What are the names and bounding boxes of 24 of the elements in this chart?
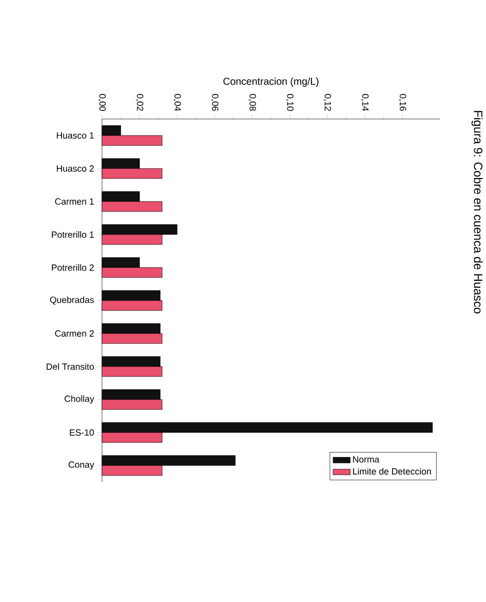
x-tick-label: 0,16 — [398, 94, 406, 111]
legend-label: Norma — [353, 456, 380, 463]
y-tick-label: ES-10 — [70, 429, 94, 436]
x-tick-label: 0,12 — [324, 94, 332, 111]
y-tick-label: Potrerillo 1 — [52, 231, 94, 238]
y-tick-label: Huasco 2 — [56, 165, 94, 172]
y-tick-label: Carmen 1 — [55, 198, 94, 205]
legend-label: Limite de Deteccion — [353, 468, 431, 475]
x-tick-label: 0,02 — [136, 94, 144, 111]
y-tick-label: Potrerillo 2 — [52, 264, 94, 271]
y-tick-label: Chollay — [64, 395, 94, 404]
x-tick-label: 0,08 — [248, 94, 256, 111]
x-tick-label: 0,06 — [210, 94, 218, 111]
x-tick-label: 0,14 — [361, 94, 369, 111]
text: Figura 9: Cobre en cuenca de Huasco — [472, 111, 483, 314]
y-tick-label: Del Transito — [46, 363, 94, 370]
x-tick-label: 0,00 — [98, 94, 106, 111]
y-tick-label: Quebradas — [50, 296, 94, 305]
x-axis-title: Concentracion (mg/L) — [223, 78, 318, 87]
y-tick-label: Conay — [68, 461, 94, 470]
y-tick-label: Carmen 2 — [55, 330, 94, 337]
x-tick-label: 0,10 — [286, 94, 294, 111]
x-tick-label: 0,04 — [173, 94, 181, 111]
y-tick-label: Huasco 1 — [56, 132, 94, 139]
